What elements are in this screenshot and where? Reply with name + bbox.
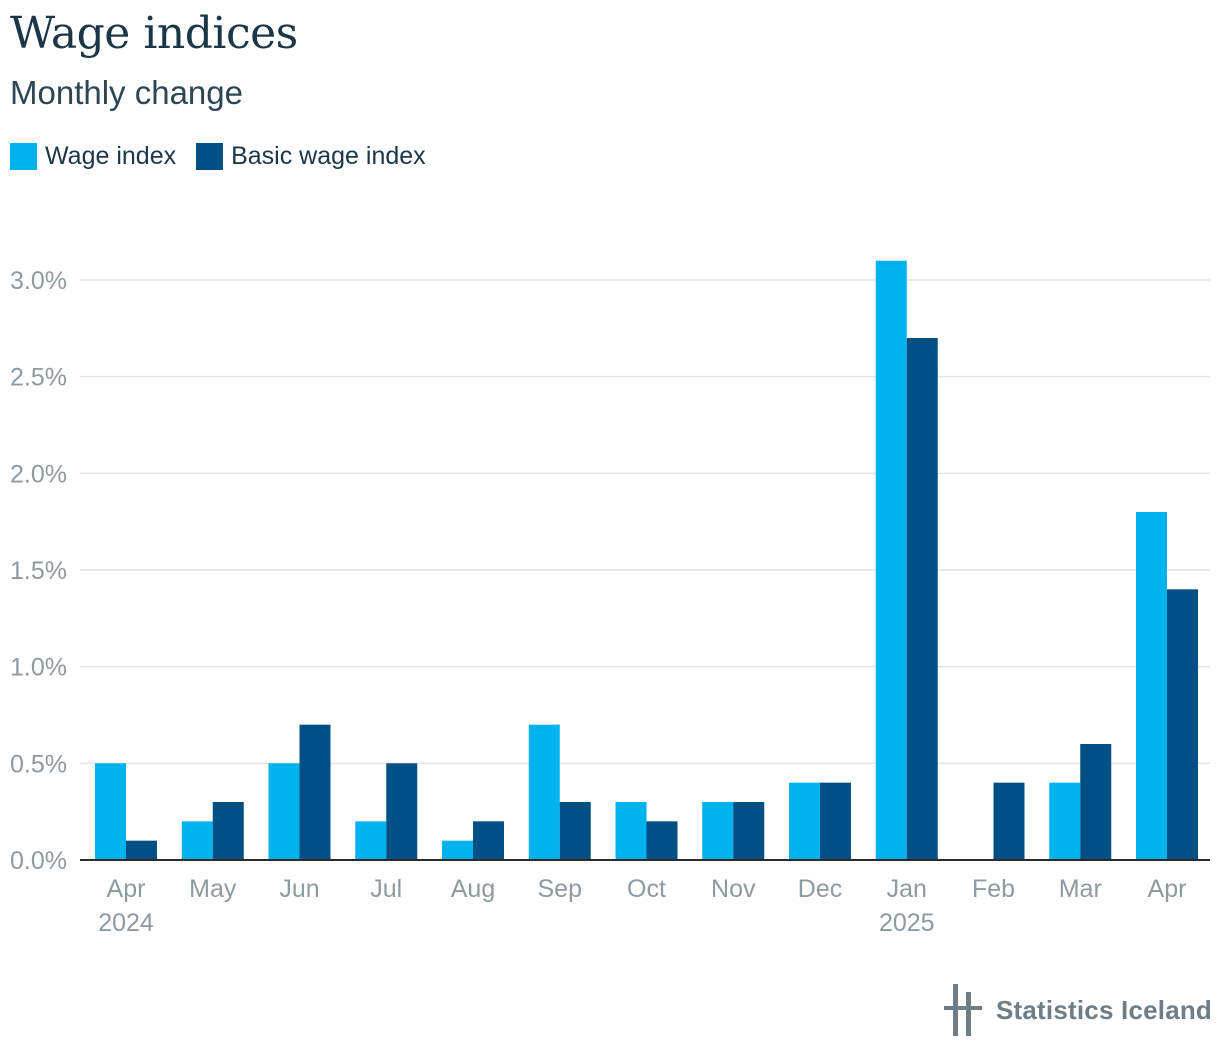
x-tick-label: Dec (798, 875, 842, 903)
bar-basic-wage-index[interactable] (126, 840, 157, 860)
x-tick-label: Jun (279, 875, 319, 903)
statistics-iceland-logo[interactable]: Statistics Iceland (944, 984, 1212, 1036)
bar-wage-index[interactable] (702, 802, 734, 860)
bar-basic-wage-index[interactable] (906, 338, 938, 860)
x-tick-label: Jul (370, 875, 402, 903)
legend-item-basic-wage-index[interactable]: Basic wage index (196, 142, 426, 171)
bar-basic-wage-index[interactable] (646, 821, 678, 860)
grid-layer (80, 279, 1210, 765)
bar-basic-wage-index[interactable] (473, 821, 504, 860)
legend-item-wage-index[interactable]: Wage index (10, 142, 176, 171)
x-tick-label: Sep (538, 875, 582, 903)
x-tick-label: Apr (107, 875, 146, 903)
x-tick-label: Jan (887, 875, 927, 903)
y-tick-label: 2.5% (10, 364, 67, 392)
logo-text: Statistics Iceland (996, 994, 1213, 1025)
y-tick-label: 1.0% (10, 654, 67, 682)
bar-basic-wage-index[interactable] (386, 763, 418, 860)
bar-basic-wage-index[interactable] (559, 802, 591, 860)
y-tick-label: 3.0% (10, 267, 67, 295)
legend-label-wage-index: Wage index (45, 142, 177, 170)
x-tick-year-label: 2024 (98, 909, 154, 937)
bar-wage-index[interactable] (615, 802, 647, 860)
chart-title: Wage indices (10, 8, 298, 59)
bars-layer (95, 260, 1198, 861)
chart-subtitle: Monthly change (10, 74, 243, 111)
bar-wage-index[interactable] (1049, 782, 1081, 860)
y-tick-label: 0.0% (10, 847, 67, 875)
bar-wage-index[interactable] (528, 724, 560, 860)
x-tick-label: Aug (451, 875, 495, 903)
bar-wage-index[interactable] (268, 763, 300, 860)
bar-wage-index[interactable] (875, 260, 907, 861)
x-tick-label: Feb (972, 875, 1015, 903)
bar-wage-index[interactable] (355, 821, 387, 860)
legend-swatch-basic-wage-index (196, 143, 224, 170)
bar-basic-wage-index[interactable] (993, 782, 1025, 860)
x-tick-label: May (189, 875, 237, 903)
bar-wage-index[interactable] (442, 840, 473, 860)
bar-wage-index[interactable] (95, 763, 126, 860)
x-tick-year-label: 2025 (879, 909, 935, 937)
x-tick-label: Apr (1148, 875, 1187, 903)
bar-basic-wage-index[interactable] (820, 782, 851, 860)
bar-basic-wage-index[interactable] (1080, 744, 1112, 860)
bar-basic-wage-index[interactable] (733, 802, 765, 860)
x-tick-label: Oct (627, 875, 666, 903)
bar-chart: 0.0% 0.5% 1.0% 1.5% 2.0% 2.5% 3.0% Apr 2024 May Ju… (10, 260, 1210, 937)
bar-wage-index[interactable] (1136, 512, 1167, 860)
bar-basic-wage-index[interactable] (212, 802, 244, 860)
legend-swatch-wage-index (10, 143, 37, 170)
bar-basic-wage-index[interactable] (1167, 589, 1198, 860)
bar-basic-wage-index[interactable] (299, 724, 331, 860)
y-tick-label: 1.5% (10, 557, 67, 585)
x-tick-label: Mar (1059, 875, 1102, 903)
bar-wage-index[interactable] (181, 821, 213, 860)
y-tick-label: 2.0% (10, 460, 67, 488)
statistics-iceland-logo-icon (944, 984, 982, 1036)
axis-layer: 0.0% 0.5% 1.0% 1.5% 2.0% 2.5% 3.0% Apr 2024 May Ju… (10, 267, 1210, 937)
y-tick-label: 0.5% (10, 750, 67, 778)
x-tick-label: Nov (711, 875, 756, 903)
legend-label-basic-wage-index: Basic wage index (231, 142, 426, 170)
bar-wage-index[interactable] (789, 782, 820, 860)
legend: Wage index Basic wage index (10, 142, 426, 171)
